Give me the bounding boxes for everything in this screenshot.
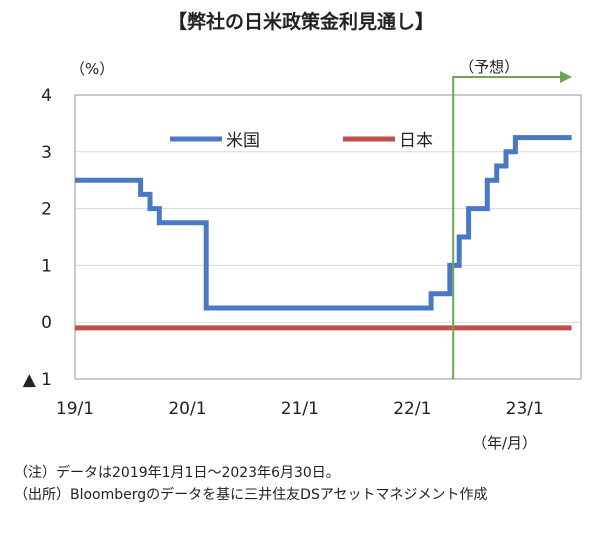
x-tick-label: 23/1 bbox=[506, 399, 544, 419]
legend-label: 米国 bbox=[226, 131, 260, 151]
y-tick-label: 1 bbox=[41, 256, 52, 276]
source-text: （出所）Bloombergのデータを基に三井住友DSアセットマネジメント作成 bbox=[14, 486, 488, 503]
legend-label: 日本 bbox=[399, 131, 433, 151]
x-tick-label: 19/1 bbox=[56, 399, 94, 419]
x-unit-label: （年/月） bbox=[472, 434, 537, 452]
x-tick-label: 22/1 bbox=[393, 399, 431, 419]
note-text: （注）データは2019年1月1日～2023年6月30日。 bbox=[14, 464, 340, 481]
forecast-arrow bbox=[452, 76, 565, 379]
y-tick-label: 4 bbox=[41, 86, 52, 106]
forecast-marker: （予想） bbox=[452, 58, 572, 379]
y-unit-label: （%） bbox=[70, 60, 114, 78]
x-tick-label: 20/1 bbox=[168, 399, 206, 419]
y-tick-label: 3 bbox=[41, 143, 52, 163]
series-line-us bbox=[75, 135, 572, 311]
y-tick-label: 0 bbox=[41, 313, 52, 333]
legend: 米国 日本 bbox=[170, 131, 433, 151]
forecast-label: （予想） bbox=[459, 58, 519, 76]
x-tick-label: 21/1 bbox=[281, 399, 319, 419]
y-tick-label: 2 bbox=[41, 200, 52, 220]
forecast-arrowhead bbox=[560, 71, 572, 83]
series-lines bbox=[75, 135, 572, 331]
chart-title: 【弊社の日米政策金利見通し】 bbox=[168, 10, 434, 33]
y-tick-label: ▲ 1 bbox=[23, 370, 52, 390]
grid-lines bbox=[75, 151, 581, 323]
axis-ticks: 4 3 2 1 0 ▲ 119/1 20/1 21/1 22/1 23/1 bbox=[23, 86, 544, 419]
plot-frame bbox=[74, 94, 582, 380]
